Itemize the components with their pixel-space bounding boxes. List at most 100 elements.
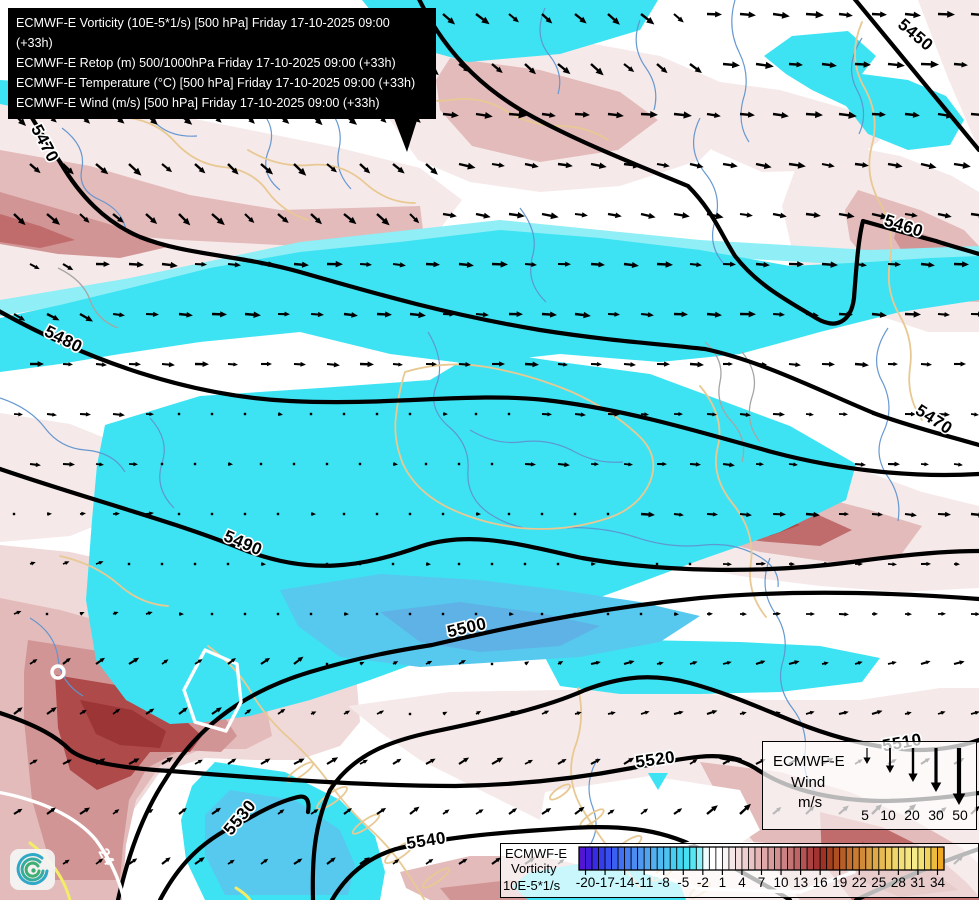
colorbar-tick-label: -5 — [677, 875, 689, 890]
wind-arrow — [46, 412, 57, 417]
colorbar-cell — [695, 846, 704, 871]
wind-arrow — [491, 757, 504, 765]
wind-arrow — [194, 857, 205, 865]
colorbar-cell — [767, 846, 775, 871]
wind-speed-legend: ECMWF-E Wind m/s 5 10 20 30 50 — [762, 741, 977, 830]
colorbar-cell — [748, 846, 756, 871]
wind-arrow — [788, 561, 795, 567]
colorbar-cell — [578, 846, 586, 871]
wind-arrow — [772, 212, 787, 219]
wind-arrow — [854, 162, 869, 168]
vorticity-colorbar: ECMWF-E Vorticity 10E-5*1/s -20 -17 -14 -11… — [500, 843, 979, 898]
wind-arrow — [706, 512, 718, 517]
wind-arrow — [590, 561, 596, 567]
wind-arrow — [920, 162, 937, 170]
wind-arrow — [904, 311, 921, 318]
wind-arrow — [953, 261, 969, 268]
wind-arrow — [673, 212, 690, 219]
wind-arrow — [244, 807, 256, 815]
wind-arrow — [161, 361, 175, 368]
wind-arrow — [706, 311, 722, 318]
wind-arrow — [524, 462, 536, 467]
wind-arrow — [310, 809, 319, 815]
wind-arrow — [838, 612, 849, 617]
wind-arrow — [689, 462, 701, 467]
wind-arrow — [640, 808, 649, 815]
wind-arrow — [260, 561, 266, 567]
wind-arrow — [871, 412, 882, 417]
colorbar-cell — [891, 846, 899, 871]
wind-arrow — [524, 63, 536, 75]
colorbar-cell — [826, 846, 834, 871]
wind-calm-dot — [408, 712, 412, 716]
wind-arrow — [475, 212, 491, 219]
wind-calm-dot — [12, 512, 16, 516]
wind-arrow — [29, 759, 38, 765]
wind-arrow — [871, 111, 886, 118]
wind-calm-dot — [375, 412, 379, 416]
wind-arrow — [29, 263, 40, 270]
wind-arrow — [112, 213, 124, 223]
colorbar-cell — [676, 846, 684, 871]
wind-arrow — [491, 857, 501, 865]
wind-arrow — [277, 809, 285, 815]
wind-arrow — [871, 611, 878, 617]
wind-arrow — [62, 163, 74, 175]
wind-arrow — [458, 660, 466, 665]
wind-arrow — [937, 10, 955, 18]
colorbar-cell — [937, 846, 945, 871]
wind-arrow — [739, 11, 756, 19]
wind-arrow — [227, 362, 238, 367]
wind-arrow — [128, 462, 138, 467]
wind-arrow — [475, 511, 481, 517]
wind-arrow — [508, 611, 514, 617]
wind-arrow — [673, 512, 684, 517]
wind-calm-dot — [210, 412, 214, 416]
wind-arrow — [772, 111, 789, 119]
colorbar-tick-label: -17 — [595, 875, 615, 890]
wind-arrow — [128, 858, 138, 865]
wind-arrow — [524, 361, 539, 368]
wind-arrow — [920, 261, 935, 268]
colorbar-cell — [708, 846, 717, 871]
wind-arrow — [95, 362, 107, 367]
wind-calm-dot — [177, 412, 181, 416]
wind-arrow — [293, 758, 305, 765]
wind-arrow — [590, 261, 605, 268]
wind-calm-dot — [523, 562, 527, 566]
wind-speed-5: 5 — [861, 807, 869, 823]
wind-arrow — [772, 511, 786, 517]
wind-arrow — [293, 361, 306, 367]
wind-arrow — [970, 612, 979, 617]
wind-arrow — [392, 859, 400, 865]
wind-arrow — [425, 261, 440, 268]
wind-arrow — [772, 611, 781, 616]
wind-arrow — [194, 659, 203, 665]
wind-arrow — [656, 757, 669, 765]
vorticity-region-negative — [648, 773, 668, 790]
wind-arrow — [13, 213, 26, 226]
wind-arrow — [821, 162, 835, 168]
wind-arrow — [739, 412, 751, 417]
wind-arrow — [46, 312, 60, 321]
wind-arrow — [574, 711, 582, 716]
colorbar-cell — [728, 846, 736, 871]
wind-arrow — [805, 312, 819, 318]
wind-arrow — [442, 212, 457, 219]
wind-arrow — [541, 412, 552, 417]
wind-arrow — [178, 611, 184, 617]
wind-arrow — [46, 213, 61, 225]
wind-arrow — [673, 13, 684, 23]
wind-arrow — [475, 710, 482, 716]
wind-arrow — [640, 312, 654, 318]
colorbar-tick-label: 13 — [793, 875, 808, 890]
wind-arrow — [574, 412, 586, 417]
wind-arrow — [442, 311, 455, 317]
vorticity-region-negative — [764, 31, 964, 150]
wind-calm-dot — [474, 612, 478, 616]
colorbar-cell — [754, 846, 762, 871]
wind-arrow — [970, 710, 979, 715]
wind-arrow — [887, 562, 897, 567]
wind-arrow — [821, 261, 838, 268]
